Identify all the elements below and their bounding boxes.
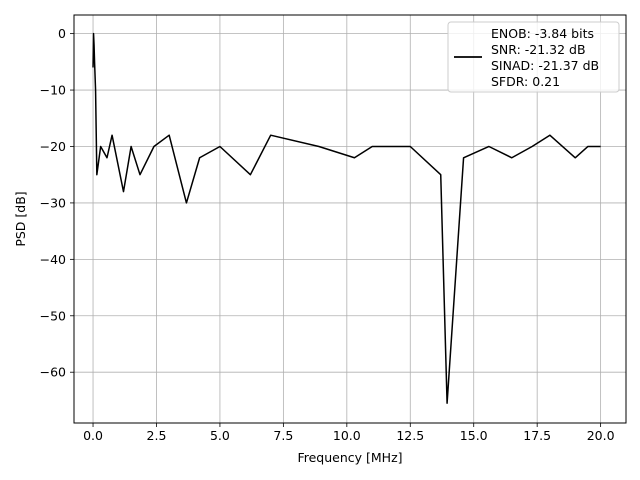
y-tick-label: −60 [40, 365, 66, 380]
axes-frame [73, 14, 627, 424]
ticks: 0.0 2.5 5.0 7.5 10.0 12.5 15.0 17.5 20.0 0 −10 −20 −… [40, 26, 615, 443]
series-line [92, 32, 601, 404]
y-tick-label: −30 [40, 195, 66, 210]
x-tick-label: 17.5 [523, 428, 551, 443]
y-axis-label: PSD [dB] [13, 191, 28, 246]
y-tick-label: −50 [40, 308, 66, 323]
x-tick-label: 20.0 [587, 428, 615, 443]
x-tick-label: 0.0 [83, 428, 103, 443]
legend-entry-snr: SNR: -21.32 dB [491, 42, 586, 57]
plot-area [92, 32, 601, 404]
x-tick-label: 2.5 [147, 428, 167, 443]
y-tick-label: 0 [58, 26, 66, 41]
x-tick-label: 12.5 [396, 428, 424, 443]
legend-entry-sinad: SINAD: -21.37 dB [491, 58, 599, 73]
x-tick-label: 10.0 [333, 428, 361, 443]
x-tick-label: 7.5 [273, 428, 293, 443]
legend-box [447, 21, 620, 93]
legend: ENOB: -3.84 bits SNR: -21.32 dB SINAD: -… [447, 21, 620, 93]
legend-entry-enob: ENOB: -3.84 bits [491, 26, 594, 41]
legend-entry-sfdr: SFDR: 0.21 [491, 74, 560, 89]
x-tick-label: 5.0 [210, 428, 230, 443]
x-tick-label: 15.0 [460, 428, 488, 443]
y-tick-label: −40 [40, 252, 66, 267]
y-tick-label: −10 [40, 83, 66, 98]
y-tick-label: −20 [40, 139, 66, 154]
x-axis-label: Frequency [MHz] [297, 450, 402, 465]
